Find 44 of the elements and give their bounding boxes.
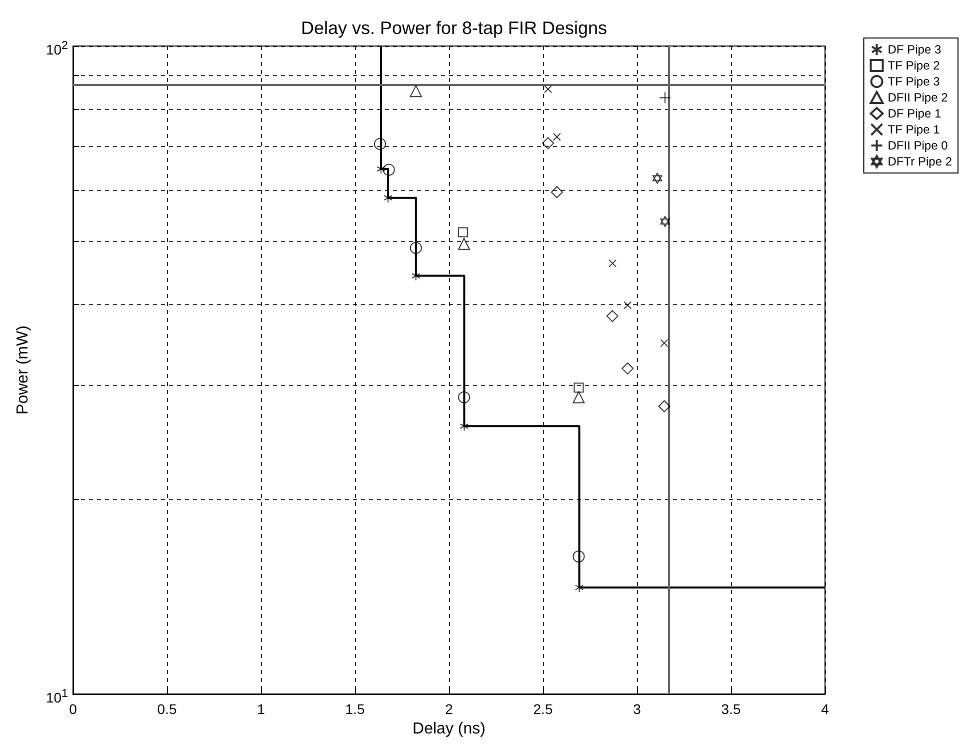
x-tick-label: 4 [821,701,830,717]
y-axis-title: Power (mW) [14,326,32,414]
point [652,172,662,184]
legend-label: DFTr Pipe 2 [888,154,952,168]
x-tick-label: 3 [633,701,642,717]
point [574,382,584,393]
y-tick-label: 10$^{1}$ [46,686,68,707]
point [382,164,395,176]
legend-label: DF Pipe 1 [888,106,942,120]
point [550,186,563,198]
legend-label: DFII Pipe 2 [888,90,948,104]
point [458,391,470,404]
point [624,301,632,310]
chart-title: Delay vs. Power for 8-tap FIR Designs [300,18,608,38]
point [410,242,422,254]
point [458,227,468,238]
legend-label: TF Pipe 2 [888,58,940,72]
point [542,137,554,150]
x-tick-label: 2.5 [533,701,553,717]
point [410,85,422,98]
point [660,339,668,348]
x-tick-label: 0.5 [157,701,177,717]
x-tick-label: 3.5 [721,701,741,717]
point [544,85,552,94]
x-axis-title: Delay (ns) [412,720,486,738]
x-tick-label: 1 [257,701,266,717]
point [608,259,617,268]
x-tick-label: 1.5 [345,701,365,717]
point [606,310,618,322]
point [374,138,386,150]
point [552,132,561,141]
point [572,550,585,562]
point [660,216,670,227]
legend-label: TF Pipe 1 [888,122,940,136]
legend-label: DF Pipe 3 [888,42,942,56]
point [458,238,470,250]
y-tick-label: 10$^{2}$ [46,38,68,59]
legend-label: TF Pipe 3 [888,74,940,88]
point [622,362,634,374]
point [572,391,585,404]
x-tick-label: 0 [69,701,78,717]
x-tick-label: 2 [445,701,454,717]
point [658,400,670,412]
legend-label: DFII Pipe 0 [888,138,948,152]
